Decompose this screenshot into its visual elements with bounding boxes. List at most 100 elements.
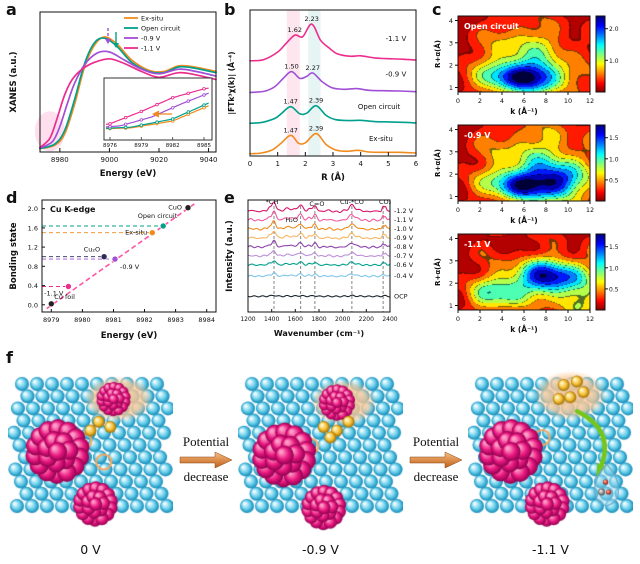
x-tick-label: 0	[456, 315, 460, 323]
x-tick-label: 8	[544, 97, 548, 105]
potential-decrease-arrow-1: Potential decrease	[175, 434, 237, 485]
peak-label: 1.62	[288, 26, 302, 34]
curve-label: -1.1 V	[386, 35, 407, 43]
x-tick-label: 8982	[136, 316, 153, 324]
wavelet-subpanel-11v: -1.1 V 1 2 3 4 0 2 4 6 8 10 12 k (Å⁻¹) R+α(Å) 1.5 1.0 0.…	[430, 230, 640, 339]
peak-label: 1.47	[283, 126, 297, 134]
exafs-ft-chart: 1.47 2.39 Ex-situ 1.47 2.39 Open circuit 1.50 2…	[227, 9, 419, 183]
ir-series-label: -0.8 V	[394, 243, 414, 251]
xanes-chart: 8980 9000 9020 9040 Energy (eV) XANES (a.u.) E…	[9, 11, 218, 179]
y-tick-label: 3	[449, 148, 453, 156]
ir-curve	[247, 201, 391, 214]
curve-label: Ex-situ	[369, 135, 393, 143]
x-tick-label: 0	[456, 97, 460, 105]
curve-label: Open circuit	[358, 103, 401, 111]
x-tick-label: 9000	[100, 156, 118, 164]
panel-f-label: f	[6, 348, 13, 367]
ir-series-label: -1.0 V	[394, 225, 414, 233]
ir-series-label: -0.4 V	[394, 272, 414, 280]
x-tick-label: 6	[522, 315, 526, 323]
wavelet-subpanel-open-circuit: Open circuit 1 2 3 4 0 2 4 6 8 10 12 k (Å⁻¹) R+α(Å) 2.…	[430, 12, 640, 121]
colorbar-frame	[595, 233, 606, 311]
peak-label: 1.50	[284, 63, 298, 71]
chart-circle	[123, 115, 128, 120]
chart-rect	[41, 199, 217, 313]
chart-circle	[108, 124, 112, 129]
chart-circle	[170, 106, 175, 110]
point-label: Open circuit	[138, 212, 178, 220]
x-tick-label: 10	[564, 206, 572, 214]
panel-e: e -1.2 V -1.1 V -1.0 V -0.9 V -0.8 V -0.7 V -0…	[222, 188, 438, 348]
x-tick-label: 12	[586, 206, 594, 214]
wavelet-subpanel-09v: -0.9 V 1 2 3 4 0 2 4 6 8 10 12 k (Å⁻¹) R+α(Å) 1.5 1.0 0.…	[430, 121, 640, 230]
highlight-band	[308, 10, 321, 156]
x-tick-label: 2	[303, 160, 307, 168]
x-tick-label: 2	[478, 97, 482, 105]
legend-label: Ex-situ	[141, 15, 163, 23]
y-axis-label: XANES (a.u.)	[9, 51, 19, 112]
x-tick-label: 12	[586, 97, 594, 105]
chart-circle	[123, 122, 128, 126]
ir-series-label: OCP	[394, 292, 408, 300]
x-tick-label: 8	[544, 315, 548, 323]
catalyst-schematic-09v	[238, 364, 403, 539]
ftir-chart: -1.2 V-1.1 V-1.0 V-0.9 V-0.8 V-0.7 V-0.6…	[225, 198, 414, 338]
x-tick-label: 4	[500, 315, 504, 323]
x-axis-label: k (Å⁻¹)	[510, 325, 538, 334]
x-tick-label: 6	[414, 160, 419, 168]
x-axis-label: k (Å⁻¹)	[510, 107, 538, 116]
colorbar	[596, 125, 605, 201]
x-axis-label: R (Å)	[321, 172, 345, 183]
panel-d-title: Cu K-edge	[50, 205, 96, 214]
x-tick-label: 8	[544, 206, 548, 214]
ir-series-label: -1.2 V	[394, 207, 414, 215]
x-axis-label: k (Å⁻¹)	[510, 216, 538, 225]
ir-curve	[247, 272, 391, 278]
peak-label: 2.39	[309, 97, 323, 105]
x-tick-label: 8981	[105, 316, 122, 324]
x-tick-label: 8980	[74, 316, 91, 324]
xanes-curve	[39, 37, 217, 150]
x-tick-label: 8983	[167, 316, 184, 324]
panel-f: f Potential decrease Potential decrease	[0, 348, 640, 564]
x-tick-label: 2000	[335, 316, 350, 323]
y-tick-label: 0.0	[28, 301, 38, 309]
trend-line	[46, 202, 197, 310]
peak-label: 1.47	[283, 98, 297, 106]
arrow-text-top: Potential	[182, 434, 230, 449]
wavelet-heatmap	[458, 16, 590, 92]
curve-label: -0.9 V	[386, 71, 407, 79]
chart-circle	[170, 95, 175, 100]
data-point	[149, 229, 156, 237]
ir-annotation: H₂O	[285, 216, 298, 224]
scheme-label-0v: 0 V	[80, 542, 101, 557]
y-tick-label: 4	[449, 17, 453, 25]
x-tick-label: 1600	[288, 316, 303, 323]
x-tick-label: 9020	[150, 156, 168, 164]
colorbar-tick-label: 0.5	[609, 286, 619, 293]
ir-series-label: -0.7 V	[394, 252, 414, 260]
y-tick-label: 1	[449, 302, 453, 310]
colorbar-tick-label: 1.5	[609, 244, 619, 251]
x-tick-label: 4	[500, 206, 504, 214]
chart-circle	[139, 109, 143, 114]
panel-b-label: b	[224, 0, 236, 19]
ir-curve	[247, 230, 391, 240]
bonding-state-chart: Cu foil-1.1 V Cu₂O -0.9 V Ex-situ Open circu…	[9, 199, 217, 341]
chart-circle	[123, 125, 128, 130]
data-point	[184, 204, 192, 212]
highlight-band	[286, 10, 300, 156]
heatmap-label: -1.1 V	[464, 240, 491, 249]
x-tick-label: 1800	[311, 316, 326, 323]
y-tick-label: 4	[449, 235, 453, 243]
peak-label: 2.39	[309, 125, 323, 133]
x-axis-label: Energy (eV)	[101, 331, 158, 341]
panel-e-label: e	[224, 188, 235, 207]
heatmap-label: -0.9 V	[464, 131, 491, 140]
data-point	[100, 253, 108, 260]
x-tick-label: 1200	[240, 316, 255, 323]
ir-curve	[247, 260, 391, 267]
ir-curve	[247, 294, 391, 298]
chart-circle	[139, 123, 143, 127]
point-label: CuO	[168, 204, 182, 212]
